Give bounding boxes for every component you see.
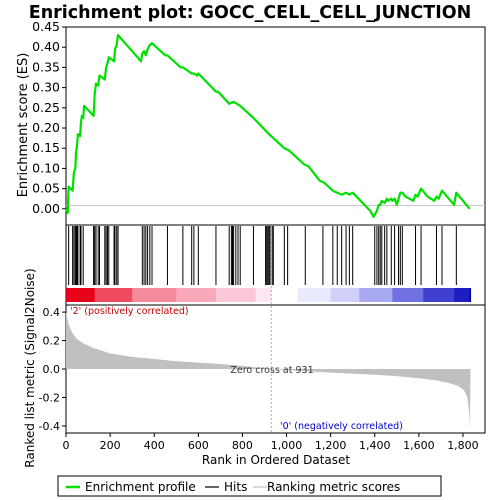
- es-plot-frame: [65, 26, 486, 226]
- legend: Enrichment profile Hits Ranking metric s…: [57, 475, 442, 497]
- colorbar-segment: [94, 288, 133, 302]
- colorbar-segment: [392, 288, 424, 302]
- enrichment-profile-line: [64, 33, 471, 218]
- metric-area-group: [66, 312, 471, 429]
- metric-y-axis-label: Ranked list metric (Signal2Noise): [23, 268, 37, 467]
- metric-area-fill: [66, 312, 471, 429]
- metric-x-tick-label: 800: [232, 439, 253, 452]
- metric-y-tick-label: -0.4: [39, 420, 60, 433]
- colorbar-segment: [66, 288, 96, 302]
- es-y-tick-label: 0.15: [32, 140, 60, 155]
- colorbar-segment: [469, 288, 472, 302]
- metric-x-tick-label: 600: [188, 439, 209, 452]
- metric-x-ticks: 0 200 400 600 800 1,000 1,200 1,400 1,600 1,800: [63, 433, 479, 452]
- metric-x-tick-label: 1,800: [447, 439, 479, 452]
- colorbar-segment: [423, 288, 455, 302]
- metric-x-tick-label: 1,000: [271, 439, 303, 452]
- es-curve-group: [64, 33, 471, 218]
- ranking-colorbar: [66, 288, 472, 302]
- colorbar-segment: [297, 288, 332, 302]
- hits-panel: [65, 224, 486, 306]
- es-y-tick-label: 0.40: [32, 39, 60, 54]
- es-panel: 0.00 0.05 0.10 0.15 0.20 0.25 0.30 0.35 0.40 0.45…: [16, 19, 486, 226]
- colorbar-segment: [132, 288, 177, 302]
- es-y-tick-label: 0.45: [32, 19, 60, 34]
- legend-frame: [57, 475, 442, 497]
- colorbar-segment: [255, 288, 272, 302]
- colorbar-segment: [271, 288, 299, 302]
- metric-y-tick-label: -0.2: [39, 391, 60, 404]
- legend-label-hits: Hits: [224, 480, 247, 494]
- es-y-tick-label: 0.05: [32, 181, 60, 196]
- metric-x-tick-label: 1,600: [403, 439, 435, 452]
- metric-x-tick-label: 200: [100, 439, 121, 452]
- metric-y-tick-label: 0.4: [43, 306, 61, 319]
- es-y-axis-label: Enrichment score (ES): [16, 53, 31, 198]
- metric-y-tick-label: 0.0: [43, 363, 61, 376]
- es-y-tick-label: 0.30: [32, 80, 60, 95]
- negative-label: '0' (negatively correlated): [280, 421, 403, 432]
- metric-x-tick-label: 1,200: [315, 439, 347, 452]
- metric-y-tick-label: 0.2: [43, 335, 61, 348]
- metric-x-tick-label: 400: [144, 439, 165, 452]
- es-y-tick-label: 0.10: [32, 160, 60, 175]
- legend-label-ranking: Ranking metric scores: [267, 480, 400, 494]
- colorbar-segment: [215, 288, 257, 302]
- metric-x-axis-label: Rank in Ordered Dataset: [202, 453, 350, 467]
- legend-label-enrichment: Enrichment profile: [85, 480, 196, 494]
- es-y-tick-label: 0.00: [32, 201, 60, 216]
- es-y-tick-label: 0.20: [32, 120, 60, 135]
- chart-title: Enrichment plot: GOCC_CELL_CELL_JUNCTION: [29, 3, 471, 23]
- metric-panel: -0.4 -0.2 0.0 0.2 0.4 0 200 400 600 800 1,000 1,20…: [23, 226, 486, 468]
- positive-label: '2' (positively correlated): [70, 306, 189, 317]
- colorbar-segment: [359, 288, 393, 302]
- colorbar-segment: [330, 288, 360, 302]
- es-y-tick-label: 0.35: [32, 59, 60, 74]
- metric-x-tick-label: 0: [63, 439, 70, 452]
- hit-lines-group: [68, 226, 457, 285]
- zero-cross-label: Zero cross at 931: [230, 365, 313, 376]
- metric-x-tick-label: 1,400: [359, 439, 391, 452]
- colorbar-segment: [454, 288, 471, 302]
- metric-y-ticks: -0.4 -0.2 0.0 0.2 0.4: [39, 306, 66, 433]
- es-y-tick-label: 0.25: [32, 100, 60, 115]
- colorbar-segment: [176, 288, 217, 302]
- es-y-ticks: 0.00 0.05 0.10 0.15 0.20 0.25 0.30 0.35 0.40 0.45: [32, 19, 66, 216]
